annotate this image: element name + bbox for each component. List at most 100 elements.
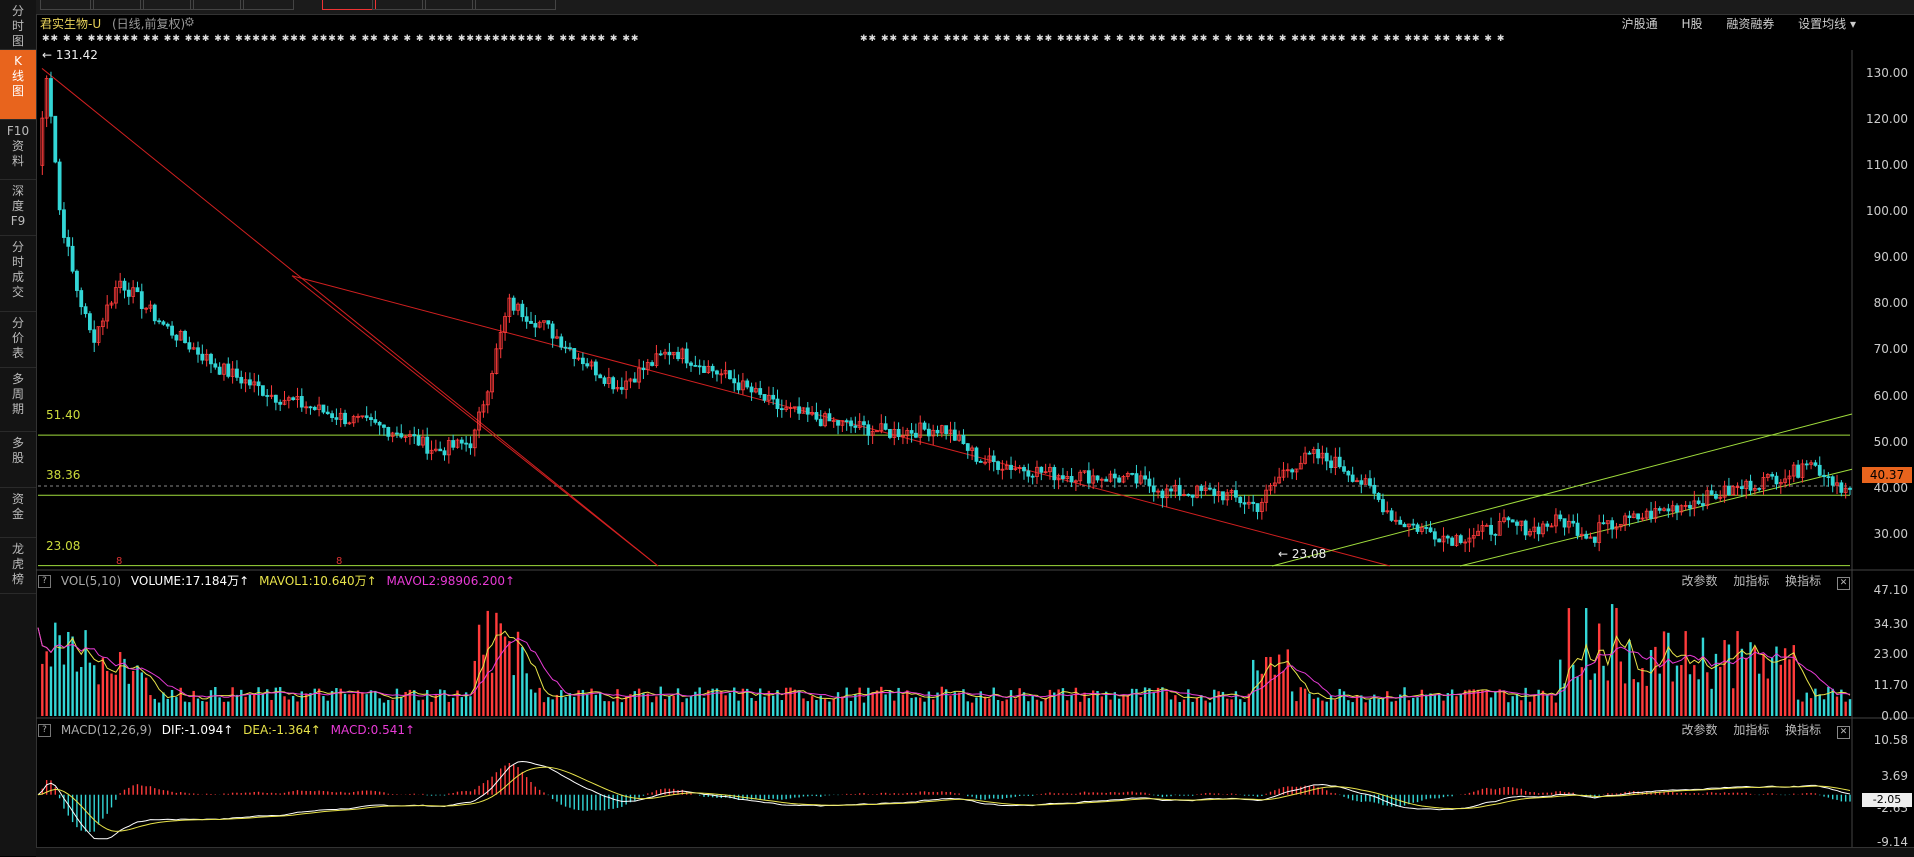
candle-body <box>797 406 802 414</box>
candle-body <box>200 353 205 361</box>
gear-icon[interactable]: ⚙ <box>184 15 195 29</box>
period-button[interactable] <box>240 0 294 10</box>
add-indicator-button[interactable]: 加指标 <box>1733 723 1770 737</box>
volume-bar <box>1256 670 1259 716</box>
macd-title[interactable]: MACD(12,26,9) <box>60 723 152 737</box>
arrow-up-icon: ↑ <box>366 574 377 588</box>
candle-body <box>926 428 931 437</box>
edit-params-button[interactable]: 改参数 <box>1681 574 1718 588</box>
tab-multi-stock[interactable]: 多股 <box>0 432 36 488</box>
tab-dragon-tiger[interactable]: 龙虎榜 <box>0 538 36 594</box>
candle-body <box>516 303 520 311</box>
switch-indicator-button[interactable]: 换指标 <box>1785 574 1822 588</box>
period-button[interactable] <box>140 0 194 10</box>
help-icon[interactable]: ? <box>38 724 51 737</box>
candle-body <box>771 394 776 400</box>
candle-body <box>529 320 533 324</box>
candle-body <box>965 443 970 451</box>
volume-bar <box>1087 698 1091 716</box>
volume-bar <box>404 691 407 716</box>
period-button[interactable] <box>190 0 244 10</box>
candle-body <box>935 429 940 434</box>
help-icon[interactable]: ? <box>38 575 51 588</box>
volume-bar <box>1848 699 1852 716</box>
candle-body <box>1419 527 1424 532</box>
volume-bar <box>1636 682 1640 716</box>
period-button[interactable] <box>422 0 476 10</box>
link-ma-settings[interactable]: 设置均线 ▾ <box>1798 17 1856 31</box>
candle-body <box>312 406 317 410</box>
tab-f10[interactable]: F10 资料 <box>0 120 36 180</box>
volume-bar <box>789 687 792 716</box>
candle-body <box>1151 485 1156 493</box>
volume-bar <box>1693 665 1696 716</box>
tab-multi-period[interactable]: 多周期 <box>0 368 36 432</box>
candle-body <box>1229 490 1234 494</box>
volume-bar <box>464 692 468 716</box>
volume-bar <box>343 693 347 716</box>
volume-bar <box>97 684 100 716</box>
add-indicator-button[interactable]: 加指标 <box>1733 574 1770 588</box>
link-h-share[interactable]: H股 <box>1681 17 1703 31</box>
volume-bar <box>1364 702 1367 716</box>
switch-indicator-button[interactable]: 换指标 <box>1785 723 1822 737</box>
candle-body <box>1177 485 1182 496</box>
candle-body <box>373 419 378 423</box>
candle-body <box>684 348 689 364</box>
volume-bar <box>1831 688 1834 716</box>
volume-bar <box>629 694 632 716</box>
volume-bar <box>1641 668 1644 716</box>
edit-params-button[interactable]: 改参数 <box>1681 723 1718 737</box>
volume-bar <box>201 701 204 716</box>
volume-bar <box>1264 657 1268 716</box>
tab-price-dist[interactable]: 分价表 <box>0 312 36 368</box>
candle-body <box>1484 524 1489 527</box>
volume-bar <box>1113 692 1117 716</box>
mavol1-line <box>37 627 1851 701</box>
candle-body <box>1134 473 1139 484</box>
volume-bar <box>486 610 489 716</box>
vol-title[interactable]: VOL(5,10) <box>60 574 122 588</box>
volume-bar <box>179 687 182 716</box>
tab-depth[interactable]: 深度 F9 <box>0 180 36 236</box>
candle-body <box>1385 510 1390 513</box>
candle-body <box>1307 452 1312 455</box>
candle-body <box>256 381 261 387</box>
volume-bar <box>144 677 148 716</box>
candle-body <box>598 374 603 379</box>
candle-body <box>533 323 538 328</box>
tab-char: 深 <box>11 184 24 198</box>
period-button[interactable] <box>90 0 144 10</box>
candle-body <box>343 412 347 425</box>
candle-body <box>425 436 430 454</box>
volume-bar <box>1290 691 1294 716</box>
link-margin[interactable]: 融资融券 <box>1726 17 1775 31</box>
close-icon[interactable]: ✕ <box>1837 726 1850 739</box>
volume-bar <box>499 623 502 716</box>
period-button[interactable] <box>372 0 426 10</box>
event-marker[interactable]: 8 <box>116 556 123 567</box>
volume-bar <box>1165 691 1168 716</box>
volume-bar <box>1355 695 1359 716</box>
event-marker[interactable]: 8 <box>336 556 343 567</box>
volume-bar <box>1342 691 1346 716</box>
candle-body <box>883 423 888 430</box>
period-button-more[interactable] <box>472 0 556 10</box>
volume-bar <box>927 691 931 716</box>
period-button[interactable] <box>40 0 94 10</box>
tab-ticks[interactable]: 分时成交 <box>0 236 36 312</box>
candle-body <box>377 421 382 426</box>
tab-timeshare[interactable]: 分时图 <box>0 0 36 50</box>
volume-bar <box>1494 691 1497 716</box>
volume-bar <box>906 690 909 716</box>
stock-name[interactable]: 君实生物-U <box>40 17 102 31</box>
close-icon[interactable]: ✕ <box>1837 577 1850 590</box>
link-hk-connect[interactable]: 沪股通 <box>1621 17 1658 31</box>
tab-funds[interactable]: 资金 <box>0 488 36 538</box>
tab-char: K <box>14 54 22 68</box>
candle-body <box>550 323 555 339</box>
candle-body <box>260 385 265 396</box>
period-button-day[interactable] <box>322 0 376 10</box>
